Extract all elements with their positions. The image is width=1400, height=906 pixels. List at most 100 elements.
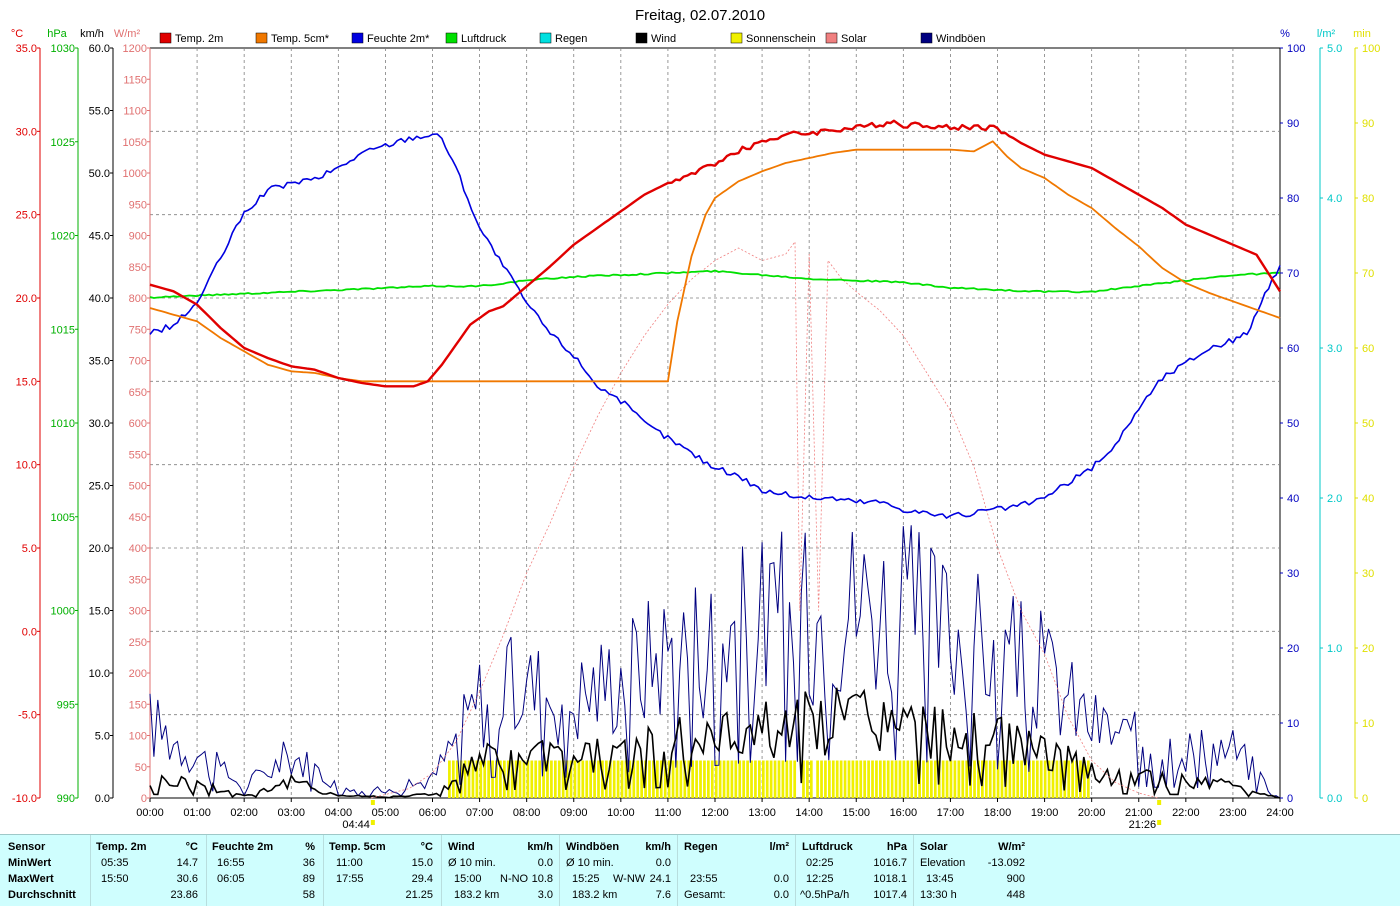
sunshine-bar	[538, 760, 542, 798]
solar-tick-label: 200	[129, 668, 147, 680]
feuchte-min-value: 36	[302, 857, 315, 869]
sunshine-bar	[569, 760, 573, 798]
sunshine-bar	[781, 760, 785, 798]
temp2m-max-time: 15:50	[101, 873, 129, 885]
wind-distance: 183.2 km	[454, 889, 500, 901]
sunshine-bar	[953, 760, 957, 798]
x-tick-label: 08:00	[513, 807, 541, 819]
sunshine-bar	[988, 760, 992, 798]
sunshine-bar	[557, 760, 561, 798]
sunshine-bar	[734, 760, 738, 798]
boeen-avg-value: 7.6	[655, 889, 671, 901]
sunshine-bar	[824, 760, 827, 798]
sunshine-bar	[765, 760, 769, 798]
sunshine-bar	[965, 760, 969, 798]
sunshine-bar	[620, 760, 624, 798]
sunshine-bar	[742, 760, 746, 798]
sunshine-bar	[839, 760, 843, 798]
sunshine-bar	[710, 760, 714, 798]
sunshine-bar	[758, 760, 761, 798]
sunshine-bar	[902, 760, 906, 798]
weather-chart: Freitag, 02.07.2010 00:00 01:00 02:00 03:00…	[11, 7, 1381, 830]
sunshine-bar	[565, 760, 569, 798]
solar-tick-label: 250	[129, 637, 147, 649]
sunshine-bar	[806, 760, 809, 798]
temp5cm-unit: °C	[420, 841, 433, 853]
luftdruck-header: Luftdruck	[802, 841, 853, 853]
pressure-axis-unit: hPa	[47, 28, 67, 40]
sunshine-bar	[663, 760, 667, 798]
sunshine-bar	[467, 760, 471, 798]
sunrise-marker	[370, 800, 375, 805]
x-tick-label: 14:00	[795, 807, 823, 819]
x-tick-label: 12:00	[701, 807, 729, 819]
sunshine-bar	[695, 760, 698, 798]
x-tick-label: 01:00	[183, 807, 211, 819]
humidity-tick-label: 100	[1287, 43, 1305, 55]
sunshine-bar	[683, 760, 687, 798]
x-tick-label: 05:00	[372, 807, 400, 819]
sunshine-bar	[593, 760, 596, 798]
x-tick-label: 18:00	[984, 807, 1012, 819]
luftdruck-max-time: 12:25	[806, 873, 834, 885]
temp-axis-unit: °C	[11, 28, 23, 40]
chart-title: Freitag, 02.07.2010	[635, 7, 765, 24]
sunshine-bar	[675, 760, 679, 798]
sunshine-bar	[526, 760, 530, 798]
regen-max-time: 23:55	[690, 873, 718, 885]
luftdruck-unit: hPa	[886, 841, 907, 853]
sunshine-bar	[655, 760, 659, 798]
sunshine-bar	[933, 760, 937, 798]
legend: Temp. 2m Temp. 5cm* Feuchte 2m* Luftdruck Re…	[159, 32, 986, 45]
stats-feuchte: Feuchte 2m% 16:55 36 06:05 89 58	[207, 835, 324, 906]
pressure-tick-label: 1010	[51, 418, 75, 430]
legend-swatch	[351, 32, 364, 44]
sunshine-bar	[597, 760, 600, 798]
sunshine-bar	[730, 760, 734, 798]
temp2m-min-value: 14.7	[176, 857, 198, 869]
sunshine-bar	[703, 760, 706, 798]
feuchte-max-time: 06:05	[217, 873, 245, 885]
boeen-unit: km/h	[645, 841, 671, 853]
rain-axis-unit: l/m²	[1317, 28, 1336, 40]
solar-tick-label: 850	[129, 262, 147, 274]
solar-max-time: 13:45	[926, 873, 954, 885]
sunshine-bar	[906, 760, 910, 798]
temp-tick-label: 5.0	[22, 543, 37, 555]
sunshine-tick-label: 50	[1362, 418, 1374, 430]
sunshine-bar	[973, 760, 976, 798]
sunshine-bar	[455, 760, 459, 798]
humidity-tick-label: 90	[1287, 118, 1299, 130]
rain-tick-label: 5.0	[1327, 43, 1342, 55]
wind-tick-label: 20.0	[89, 543, 110, 555]
sunshine-bar	[1024, 760, 1027, 798]
sunshine-bar	[577, 760, 581, 798]
solar-tick-label: 750	[129, 324, 147, 336]
windboeen-series	[149, 525, 1281, 799]
sunshine-bar	[910, 760, 914, 798]
solar-tick-label: 900	[129, 231, 147, 243]
sunshine-bar	[828, 760, 831, 798]
sunshine-bar	[1043, 760, 1047, 798]
sunshine-bar	[487, 760, 490, 798]
sunshine-bar	[1039, 760, 1043, 798]
wind-tick-label: 35.0	[89, 356, 110, 368]
sunshine-bar	[894, 760, 898, 798]
sunshine-bar	[738, 760, 742, 798]
sunshine-bar	[714, 760, 718, 798]
x-tick-label: 07:00	[466, 807, 494, 819]
regen-header: Regen	[684, 841, 718, 853]
sunset-time: 21:26	[1129, 819, 1157, 830]
sunshine-bar	[589, 760, 593, 798]
sunshine-bar	[863, 760, 867, 798]
legend-swatch	[539, 32, 552, 44]
sunshine-bar	[530, 760, 534, 798]
solar-tick-label: 1000	[123, 168, 147, 180]
sunshine-bar	[1000, 760, 1004, 798]
sunshine-bar	[977, 760, 980, 798]
feuchte-series	[149, 133, 1281, 519]
legend-swatch	[825, 32, 838, 44]
sunshine-bar	[495, 760, 498, 798]
regen-max-value: 0.0	[773, 873, 789, 885]
solar-tick-label: 1150	[123, 74, 147, 86]
